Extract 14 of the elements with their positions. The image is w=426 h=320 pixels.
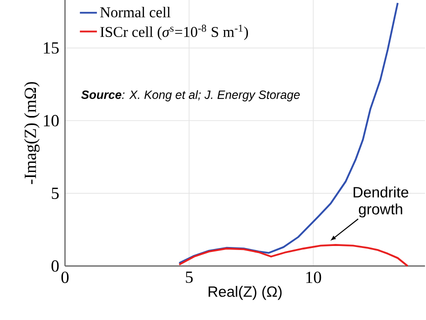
legend-label: Normal cell [100, 6, 170, 18]
line-series [178, 244, 409, 267]
y-tick-label: 0 [52, 260, 59, 272]
y-tick-label: 5 [52, 188, 59, 199]
x-tick-label: 5 [186, 272, 193, 283]
x-tick-label: 0 [61, 272, 69, 284]
y-tick-label: 10 [44, 114, 59, 126]
annotation: Dendrite growth [354, 186, 408, 218]
annotation: Source: X. Kong et al; J. Energy Storage [81, 90, 300, 102]
y-axis-title: -Imag(Z) (mΩ) [24, 82, 40, 184]
x-tick-label: 10 [306, 272, 322, 284]
legend-label: ISCr cell (σ$^{s}$=10$^{-8}$ S m$^{-1}$) [100, 24, 248, 40]
x-axis-title: Real(Z) (Ω) [208, 286, 282, 300]
y-tick-label: 15 [44, 42, 59, 54]
